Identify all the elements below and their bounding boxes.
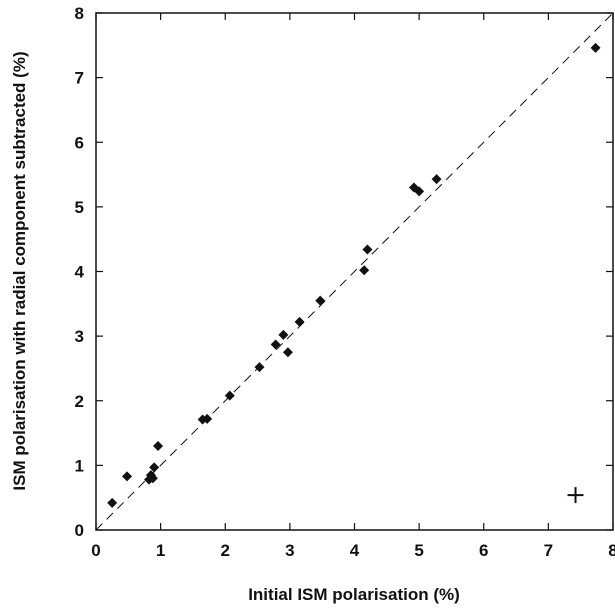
y-axis-label: ISM polarisation with radial component s… (10, 51, 29, 490)
data-point (153, 441, 163, 451)
x-tick-label: 3 (285, 541, 294, 560)
x-tick-label: 0 (91, 541, 100, 560)
data-point (278, 330, 288, 340)
data-point (591, 43, 601, 53)
y-tick-labels: 0 1 2 3 4 5 6 7 8 (75, 4, 85, 540)
x-tick-label: 2 (221, 541, 230, 560)
data-point (271, 340, 281, 350)
error-bar-marker (568, 487, 584, 503)
y-tick-label: 6 (75, 133, 84, 152)
x-tick-label: 1 (156, 541, 165, 560)
data-point (315, 296, 325, 306)
x-axis-label: Initial ISM polarisation (%) (248, 585, 460, 604)
data-points (107, 43, 600, 508)
data-point (432, 174, 442, 184)
data-point (107, 498, 117, 508)
data-point (362, 245, 372, 255)
data-point (359, 265, 369, 275)
y-tick-label: 2 (75, 392, 84, 411)
y-tick-label: 5 (75, 198, 84, 217)
y-tick-label: 4 (75, 263, 85, 282)
data-point (283, 347, 293, 357)
x-tick-label: 8 (608, 541, 615, 560)
y-tick-label: 0 (75, 521, 84, 540)
reference-line (96, 13, 613, 530)
y-tick-label: 3 (75, 327, 84, 346)
data-point (295, 317, 305, 327)
y-tick-label: 8 (75, 4, 84, 23)
x-tick-label: 6 (479, 541, 488, 560)
y-tick-label: 1 (75, 456, 84, 475)
x-tick-label: 7 (544, 541, 553, 560)
data-point (122, 471, 132, 481)
x-tick-label: 5 (414, 541, 423, 560)
x-tick-labels: 0 1 2 3 4 5 6 7 8 (91, 541, 615, 560)
x-tick-label: 4 (350, 541, 360, 560)
y-tick-label: 7 (75, 69, 84, 88)
